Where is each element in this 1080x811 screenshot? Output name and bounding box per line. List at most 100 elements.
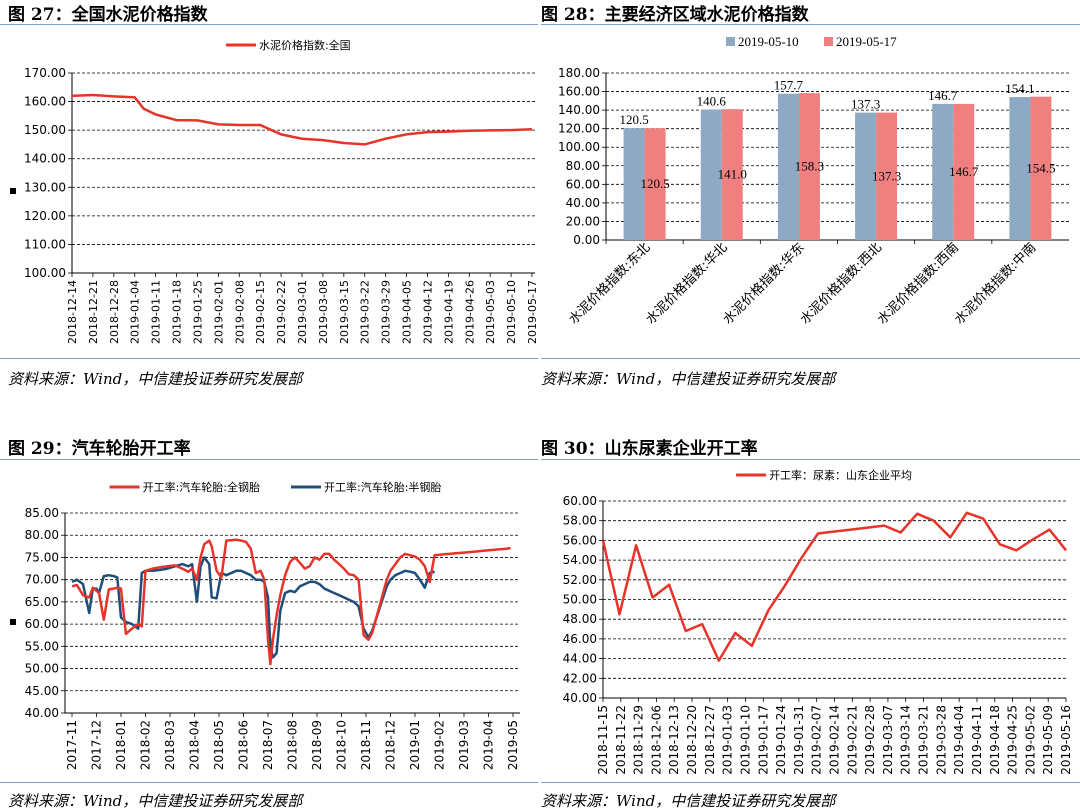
legend-label: 开工率:汽车轮胎:全钢胎 (143, 480, 260, 494)
y-tick-label: 45.00 (25, 684, 59, 698)
category-label: 水泥价格指数:华北 (643, 240, 731, 328)
x-tick-label: 2019-04-18 (988, 705, 1002, 775)
y-tick-label: 75.00 (25, 550, 59, 564)
data-label: 141.0 (718, 167, 747, 182)
data-label: 154.5 (1026, 160, 1055, 175)
x-tick-label: 2019-02-14 (828, 705, 842, 775)
category-label: 水泥价格指数:中南 (951, 240, 1039, 328)
x-tick-label: 2019-03-15 (338, 280, 351, 344)
category-label: 水泥价格指数:东北 (565, 240, 653, 328)
x-tick-label: 2019-05-17 (526, 280, 539, 344)
y-tick-label: 40.00 (566, 196, 600, 210)
bar-2019-05-10 (777, 93, 799, 240)
y-tick-label: 56.00 (563, 533, 597, 547)
x-tick-label: 2019-01-03 (721, 705, 735, 775)
bar-2019-05-10 (1009, 97, 1031, 240)
legend-label: 2019-05-10 (738, 34, 799, 49)
y-tick-label: 170.00 (24, 66, 66, 80)
x-tick-label: 2019-02-21 (845, 705, 859, 775)
y-tick-label: 80.00 (25, 528, 59, 542)
bar-2019-05-10 (700, 109, 722, 240)
x-tick-label: 2018-11-29 (632, 705, 646, 775)
y-tick-label: 160.00 (558, 85, 600, 99)
x-tick-label: 2019-03-01 (296, 280, 309, 344)
x-tick-label: 2018-11-15 (596, 705, 610, 775)
fig29-top-rule (0, 459, 538, 460)
x-tick-label: 2019-04 (482, 720, 496, 770)
fig30-chart: 40.00 42.00 44.00 46.00 48.00 50.00 52.00 54.00… (563, 468, 1073, 775)
y-tick-label: 55.00 (25, 639, 59, 653)
y-tick-label: 65.00 (25, 595, 59, 609)
y-tick-label: 100.00 (558, 140, 600, 154)
x-tick-label: 2019-02-01 (212, 280, 225, 344)
category-label: 水泥价格指数:西北 (797, 240, 885, 328)
fig27-source: 资料来源：Wind，中信建投证券研究发展部 (8, 370, 303, 388)
fig27-title: 图 27：全国水泥价格指数 (8, 5, 208, 25)
x-tick-label: 2019-04-12 (421, 280, 434, 344)
y-tick-label: 40.00 (25, 706, 59, 720)
y-tick-label: 42.00 (563, 671, 597, 685)
x-tick-label: 2019-05-10 (505, 280, 518, 344)
x-tick-label: 2018-12 (384, 720, 398, 770)
bar-2019-05-17 (876, 112, 898, 240)
legend-label: 2019-05-17 (836, 34, 897, 49)
x-tick-label: 2018-05 (212, 720, 226, 770)
bullet-marker (10, 619, 16, 625)
x-tick-label: 2018-12-28 (108, 280, 121, 344)
x-tick-label: 2019-04-19 (442, 280, 455, 344)
x-tick-label: 2019-04-05 (401, 280, 414, 344)
x-tick-label: 2019-01-25 (191, 280, 204, 344)
x-tick-label: 2019-01-10 (738, 705, 752, 775)
fig28-chart: 0.00 20.00 40.00 60.00 80.00 100.00 120.00 140.… (558, 34, 1069, 328)
x-tick-label: 2019-03-21 (917, 705, 931, 775)
y-tick-label: 58.00 (563, 514, 597, 528)
fig30-top-rule (541, 459, 1080, 460)
x-tick-label: 2019-05-02 (1023, 705, 1037, 775)
y-tick-label: 160.00 (24, 95, 66, 109)
series-line-山东企业平均 (601, 511, 1067, 662)
bar-2019-05-10 (623, 128, 645, 240)
y-tick-label: 52.00 (563, 573, 597, 587)
x-tick-label: 2019-04-04 (952, 705, 966, 775)
y-tick-label: 140.00 (558, 103, 600, 117)
x-tick-label: 2018-02 (139, 720, 153, 770)
bar-2019-05-17 (798, 93, 820, 240)
x-tick-label: 2019-02-08 (233, 280, 246, 344)
x-tick-label: 2019-03-14 (899, 705, 913, 775)
fig28-title: 图 28：主要经济区域水泥价格指数 (541, 5, 809, 25)
x-tick-label: 2018-08 (286, 720, 300, 770)
x-tick-label: 2019-02-22 (275, 280, 288, 344)
x-tick-label: 2018-10 (335, 720, 349, 770)
x-tick-label: 2018-11-22 (614, 705, 628, 775)
x-tick-label: 2019-04-11 (970, 705, 984, 775)
legend-label: 水泥价格指数:全国 (259, 38, 351, 52)
fig30-source: 资料来源：Wind，中信建投证券研究发展部 (541, 792, 836, 810)
x-tick-label: 2019-01 (408, 720, 422, 770)
x-tick-label: 2018-12-27 (703, 705, 717, 775)
data-label: 137.3 (851, 97, 880, 112)
x-tick-label: 2017-11 (65, 720, 79, 770)
series-line-全国 (71, 93, 533, 146)
x-tick-label: 2019-03-07 (881, 705, 895, 775)
y-tick-label: 20.00 (566, 214, 600, 228)
fig30-bottom-rule (541, 782, 1080, 783)
data-label: 157.7 (774, 78, 804, 93)
x-tick-label: 2018-12-20 (685, 705, 699, 775)
fig28-top-rule (541, 24, 1080, 25)
y-tick-label: 120.00 (558, 122, 600, 136)
x-tick-label: 2019-03 (457, 720, 471, 770)
bullet-marker (10, 188, 16, 194)
y-tick-label: 180.00 (558, 66, 600, 80)
x-tick-label: 2018-11 (359, 720, 373, 770)
y-tick-label: 140.00 (24, 152, 66, 166)
x-tick-label: 2019-01-31 (792, 705, 806, 775)
fig29-title: 图 29：汽车轮胎开工率 (8, 439, 191, 459)
series-line-开工率:汽车轮胎:全钢胎 (71, 538, 511, 666)
y-tick-label: 130.00 (24, 180, 66, 194)
x-tick-label: 2018-09 (310, 720, 324, 770)
x-tick-label: 2019-02-07 (810, 705, 824, 775)
fig27-top-rule (0, 24, 538, 25)
data-label: 146.7 (928, 88, 958, 103)
data-label: 146.7 (949, 164, 979, 179)
legend-label: 开工率:汽车轮胎:半钢胎 (324, 480, 441, 494)
